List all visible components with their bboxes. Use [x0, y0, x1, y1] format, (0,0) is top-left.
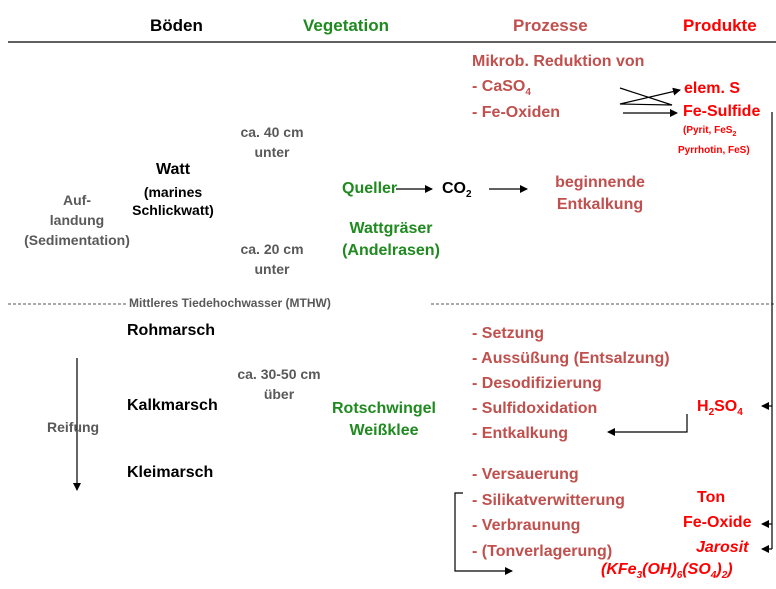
rotschwingel-line-1: Rotschwingel [331, 400, 436, 417]
prod-fe-sulfide: Fe-Sulfide [683, 103, 761, 120]
mthw-label: Mittleres Tiedehochwasser (MTHW) [129, 296, 331, 310]
header-vegetation: Vegetation [303, 16, 389, 35]
prod-jarosit: Jarosit [696, 539, 749, 556]
auflandung-line-1: Auf- [63, 192, 91, 208]
soil-kalkmarsch: Kalkmarsch [127, 397, 218, 414]
reifung-label: Reifung [47, 419, 100, 435]
rotschwingel-line-2: Weißklee [349, 422, 419, 439]
prod-pyrit: (Pyrit, FeS2 [683, 125, 737, 138]
depth-30-50cm-line-2: über [263, 386, 295, 402]
soil-watt-sub: (marines Schlickwatt) [108, 183, 238, 219]
wattgraeser-line-2: (Andelrasen) [342, 242, 440, 259]
co2-label: CO2 [442, 180, 472, 201]
depth-30-50cm-line-1: ca. 30-50 cm [237, 366, 321, 382]
proc-silikatverwitterung: - Silikatverwitterung [472, 491, 625, 509]
depth-40cm: ca. 40 cm unter [222, 122, 322, 162]
veg-wattgraeser: Wattgräser (Andelrasen) [326, 218, 456, 262]
depth-30-50cm: ca. 30-50 cm über [219, 364, 339, 404]
silikat-tonverlagerung-arrow [454, 492, 513, 575]
beginnende-line-1: beginnende [555, 174, 645, 191]
proc-versauerung: - Versauerung [472, 466, 579, 483]
proc-caso4: - CaSO4 [472, 78, 531, 99]
soil-watt: Watt [155, 161, 191, 178]
veg-rotschwingel: Rotschwingel Weißklee [314, 398, 454, 442]
auflandung-line-2: landung [49, 212, 105, 228]
prod-ton: Ton [697, 489, 726, 506]
prod-h2so4: H2SO4 [697, 398, 743, 419]
veg-queller: Queller [342, 180, 398, 197]
prod-jarosit-formula: (KFe3(OH)6(SO4)2) [601, 561, 733, 582]
proc-list-ripening: - Setzung - Aussüßung (Entsalzung) - Des… [472, 321, 670, 446]
auflandung-label: Auf- landung (Sedimentation) [0, 190, 154, 250]
depth-20cm-line-1: ca. 20 cm [240, 241, 304, 257]
header-boeden: Böden [150, 16, 203, 35]
soil-kleimarsch: Kleimarsch [127, 464, 214, 481]
depth-20cm: ca. 20 cm unter [222, 239, 322, 279]
prod-pyrrhotin: Pyrrhotin, FeS) [678, 145, 750, 156]
proc-feoxiden: - Fe-Oxiden [472, 104, 561, 121]
prod-fe-oxide: Fe-Oxide [683, 514, 752, 531]
prod-elem-s: elem. S [684, 80, 741, 97]
watt-sub-line-1: (marines [143, 184, 203, 200]
header-prozesse: Prozesse [513, 16, 588, 35]
caso4-cross-arrow [619, 87, 681, 106]
depth-40cm-line-2: unter [254, 144, 290, 160]
proc-tonverlagerung: - (Tonverlagerung) [472, 542, 613, 560]
wattgraeser-line-1: Wattgräser [349, 220, 433, 237]
header-produkte: Produkte [683, 16, 757, 35]
depth-40cm-line-1: ca. 40 cm [240, 124, 304, 140]
depth-20cm-line-2: unter [254, 261, 290, 277]
proc-verbraunung: - Verbraunung [472, 517, 581, 534]
proc-sulfidoxidation: - Sulfidoxidation [472, 400, 598, 417]
beginnende-line-2: Entkalkung [556, 196, 644, 213]
proc-desodifizierung: - Desodifizierung [472, 375, 602, 392]
proc-entkalkung: - Entkalkung [472, 425, 569, 442]
proc-beginnende-entkalkung: beginnende Entkalkung [525, 172, 675, 216]
watt-sub-line-2: Schlickwatt) [132, 202, 214, 218]
proc-setzung: - Setzung [472, 325, 544, 342]
soil-rohmarsch: Rohmarsch [127, 322, 216, 339]
proc-mikrob: Mikrob. Reduktion von [472, 53, 645, 70]
h2so4-entkalkung-arrow [607, 414, 688, 436]
auflandung-line-3: (Sedimentation) [24, 232, 130, 248]
proc-list-kleimarsch: - Versauerung - Silikatverwitterung - Ve… [472, 462, 625, 564]
proc-aussuessung: - Aussüßung (Entsalzung) [472, 350, 670, 367]
